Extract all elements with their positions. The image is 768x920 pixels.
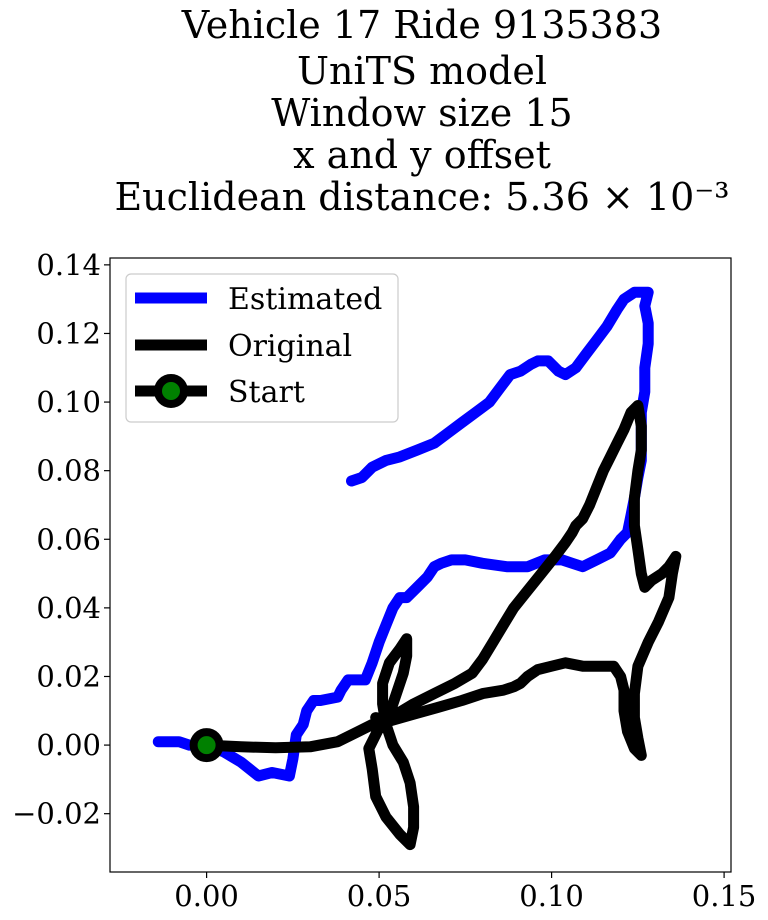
title-line: Euclidean distance: 5.36 × 10⁻³ bbox=[114, 175, 730, 219]
title-line: x and y offset bbox=[293, 133, 551, 177]
y-tick-label: 0.00 bbox=[36, 728, 101, 762]
title-line: Window size 15 bbox=[271, 91, 573, 135]
y-tick-label: 0.12 bbox=[36, 316, 101, 350]
title-line: UniTS model bbox=[297, 49, 547, 93]
y-tick-label: 0.10 bbox=[36, 385, 101, 419]
start-marker bbox=[189, 728, 224, 763]
legend-label-start: Start bbox=[228, 375, 305, 410]
x-tick-label: 0.10 bbox=[519, 879, 584, 913]
y-tick-label: 0.14 bbox=[36, 248, 101, 282]
legend-marker-start bbox=[154, 374, 188, 408]
x-tick-label: 0.05 bbox=[347, 879, 412, 913]
y-tick-label: 0.08 bbox=[36, 454, 101, 488]
plot-area bbox=[152, 286, 682, 851]
y-tick-label: −0.02 bbox=[12, 797, 101, 831]
legend-label-original: Original bbox=[228, 329, 352, 364]
plot-frame bbox=[109, 257, 732, 873]
y-tick-label: 0.02 bbox=[36, 659, 101, 693]
y-tick-label: 0.06 bbox=[36, 522, 101, 556]
axes: 0.00 0.05 0.10 0.15 −0.02 0.00 0.02 0.04 0.06 0.0… bbox=[12, 248, 756, 913]
legend: Estimated Original Start bbox=[125, 273, 399, 423]
title-line: Vehicle 17 Ride 9135383 bbox=[181, 3, 663, 47]
series-estimated-line bbox=[152, 286, 654, 782]
y-tick-label: 0.04 bbox=[36, 591, 101, 625]
x-tick-label: 0.00 bbox=[174, 879, 239, 913]
series-original-line bbox=[201, 400, 682, 851]
x-tick-label: 0.15 bbox=[692, 879, 757, 913]
legend-label-estimated: Estimated bbox=[228, 282, 382, 317]
legend-box bbox=[125, 273, 399, 423]
